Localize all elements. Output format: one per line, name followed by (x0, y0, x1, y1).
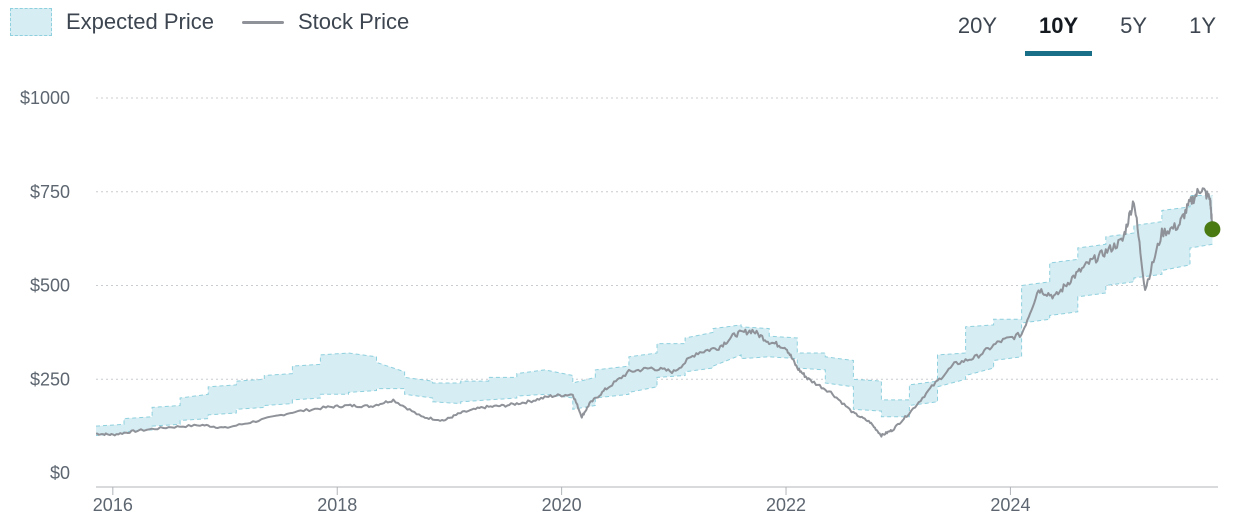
current-price-marker-layer (1204, 221, 1221, 238)
current-price-marker (1204, 221, 1221, 238)
range-button-1y[interactable]: 1Y (1189, 13, 1216, 38)
range-button-10y[interactable]: 10Y (1025, 12, 1093, 56)
range-button-5y[interactable]: 5Y (1120, 13, 1148, 38)
expected-price-label: Expected Price (66, 9, 214, 34)
range-button-20y[interactable]: 20Y (957, 13, 997, 38)
x-axis (96, 486, 1218, 495)
time-range-selector: 20Y 10Y 5Y 1Y (930, 12, 1230, 56)
y-axis-labels: $0 $250 $500 $750 $1000 (20, 88, 70, 483)
y-tick-label: $750 (30, 182, 70, 202)
y-tick-label: $1000 (20, 88, 70, 108)
x-tick-label: 2022 (766, 495, 806, 515)
grid-lines (96, 97, 1218, 380)
y-tick-label: $250 (30, 369, 70, 389)
stock-price-line (96, 187, 1214, 438)
expected-price-band-layer (95, 195, 1213, 436)
x-tick-label: 2018 (317, 495, 357, 515)
x-tick-label: 2016 (93, 495, 133, 515)
expected-price-swatch (10, 8, 52, 36)
y-tick-label: $500 (30, 276, 70, 296)
legend-item-stock-price[interactable]: Stock Price (241, 9, 410, 35)
stock-price-swatch (241, 20, 284, 24)
stock-price-label: Stock Price (297, 9, 410, 34)
chart-legend: Expected Price Stock Price (10, 8, 437, 36)
y-tick-label: $0 (50, 463, 70, 483)
expected-price-band-lower (95, 243, 1213, 436)
x-tick-label: 2020 (542, 495, 582, 515)
expected-price-band (96, 195, 1213, 436)
x-axis-labels: 2016 2018 2020 2022 2024 (93, 495, 1031, 515)
legend-item-expected-price[interactable]: Expected Price (10, 8, 214, 36)
stock-price-line-layer (96, 187, 1214, 438)
x-tick-label: 2024 (990, 495, 1030, 515)
